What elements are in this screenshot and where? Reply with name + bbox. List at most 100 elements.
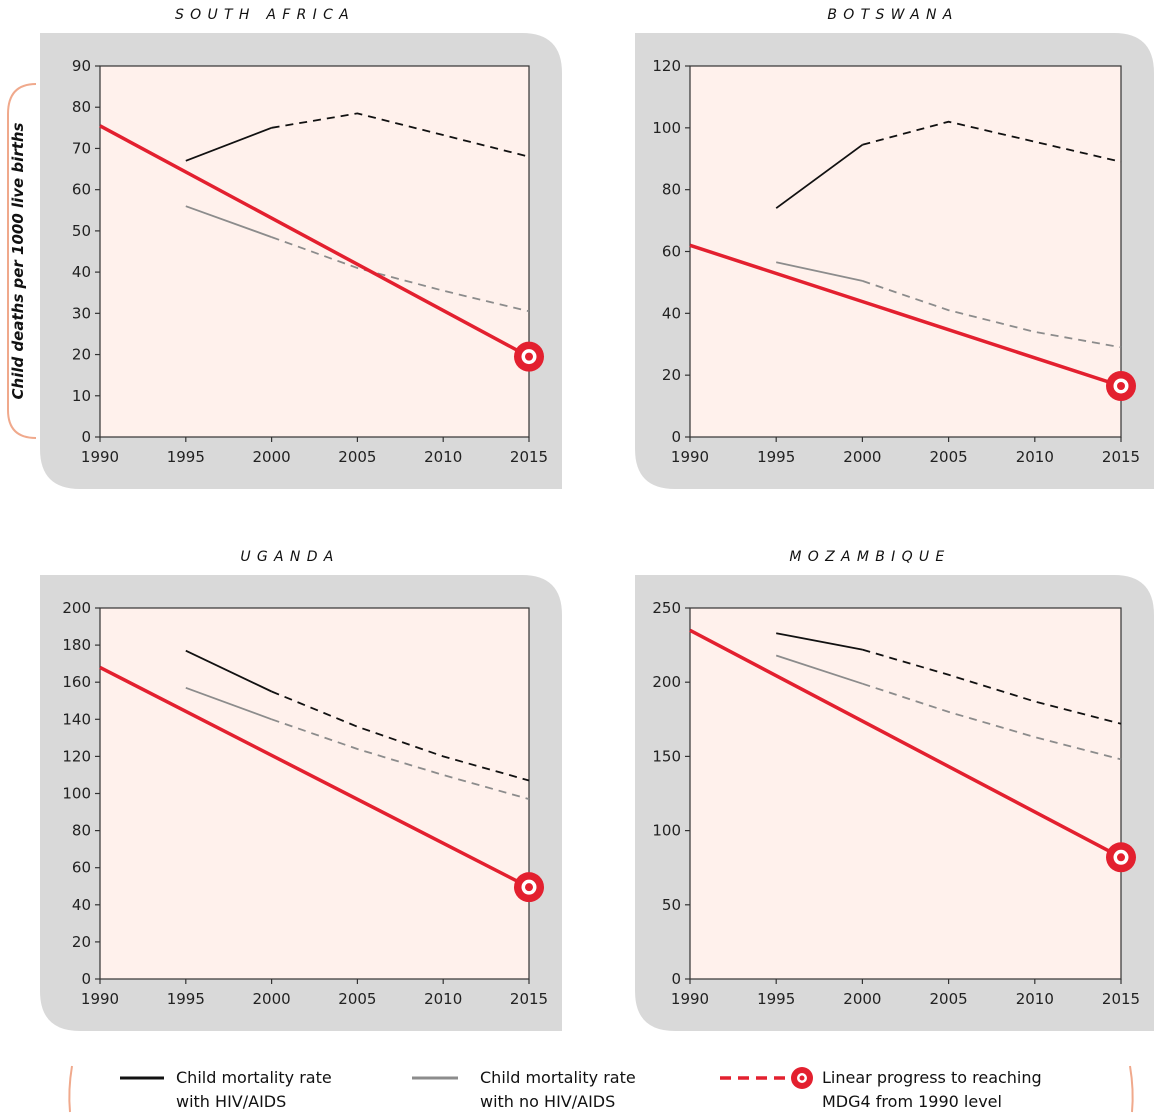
- legend-mdg-label-line1: Linear progress to reaching: [822, 1068, 1042, 1087]
- series-nohiv-line: [185, 205, 272, 238]
- y-tick-label: 60: [72, 859, 91, 877]
- x-tick-label: 2010: [424, 990, 462, 1008]
- y-tick-label: 0: [81, 428, 91, 446]
- y-tick-label: 0: [671, 970, 681, 988]
- target-marker-dot: [525, 352, 533, 361]
- x-tick-label: 2000: [253, 448, 291, 466]
- y-tick-label: 50: [662, 896, 681, 914]
- series-nohiv-line: [775, 654, 863, 685]
- series-mdg-line: [99, 124, 530, 359]
- chart-panel-1: BOTSWANA 0 20 40 60 80 100 120 1990 1995 2000 2005 2…: [635, 7, 1154, 489]
- y-axis-label-group: Child deaths per 1000 live births: [7, 83, 37, 439]
- plot-area: [99, 65, 530, 438]
- y-tick-label: 100: [652, 119, 681, 137]
- y-tick-label: 160: [62, 673, 91, 691]
- legend-bracket-left: [68, 1065, 73, 1113]
- chart-panel-0: SOUTH AFRICA 0 10 20 30 40 50 60 70 80 90 1990 1995 2…: [40, 7, 562, 489]
- legend: Child mortality rate with HIV/AIDS Child…: [68, 1065, 1134, 1113]
- series-nohiv-projection: [862, 682, 1122, 761]
- y-tick-label: 200: [652, 673, 681, 691]
- y-tick-label: 20: [662, 366, 681, 384]
- x-tick-label: 1995: [167, 990, 205, 1008]
- y-tick-label: 140: [62, 710, 91, 728]
- series-hiv-projection: [862, 120, 1122, 163]
- y-tick-label: 50: [72, 222, 91, 240]
- legend-bracket-right: [1129, 1065, 1134, 1113]
- y-tick-label: 0: [81, 970, 91, 988]
- x-tick-label: 2000: [253, 990, 291, 1008]
- panel-title: MOZAMBIQUE: [789, 549, 950, 565]
- chart-panel-3: MOZAMBIQUE 0 50 100 150 200 250 1990 1995 2000 200…: [635, 549, 1154, 1031]
- panel-title: UGANDA: [240, 549, 339, 565]
- y-tick-label: 150: [652, 747, 681, 765]
- legend-nohiv-label-line2: with no HIV/AIDS: [480, 1092, 615, 1111]
- legend-target-marker-dot: [799, 1075, 805, 1081]
- x-tick-label: 2005: [930, 990, 968, 1008]
- y-tick-label: 100: [652, 822, 681, 840]
- x-tick-label: 2010: [1016, 990, 1054, 1008]
- x-tick-label: 2015: [1102, 990, 1140, 1008]
- y-axis-label: Child deaths per 1000 live births: [9, 122, 27, 399]
- y-tick-label: 80: [662, 181, 681, 199]
- x-tick-label: 1990: [81, 990, 119, 1008]
- x-tick-label: 2005: [930, 448, 968, 466]
- series-nohiv-projection: [271, 718, 530, 800]
- y-tick-label: 20: [72, 346, 91, 364]
- y-tick-label: 30: [72, 304, 91, 322]
- legend-hiv-label-line2: with HIV/AIDS: [176, 1092, 286, 1111]
- x-tick-label: 1990: [671, 448, 709, 466]
- y-tick-label: 180: [62, 636, 91, 654]
- y-tick-label: 0: [671, 428, 681, 446]
- series-mdg-line: [99, 665, 530, 889]
- x-tick-label: 2010: [1016, 448, 1054, 466]
- x-tick-label: 1995: [757, 448, 795, 466]
- x-tick-label: 2005: [338, 448, 376, 466]
- series-hiv-line: [185, 126, 272, 162]
- y-tick-label: 200: [62, 599, 91, 617]
- panel-title: BOTSWANA: [827, 7, 958, 23]
- series-hiv-projection: [271, 112, 530, 158]
- x-tick-label: 2000: [843, 990, 881, 1008]
- y-tick-label: 120: [652, 57, 681, 75]
- y-tick-label: 120: [62, 747, 91, 765]
- y-tick-label: 20: [72, 933, 91, 951]
- series-mdg-line: [689, 628, 1122, 859]
- series-mdg-line: [689, 243, 1122, 388]
- series-hiv-projection: [862, 648, 1122, 725]
- plot-area: [689, 65, 1122, 438]
- y-tick-label: 60: [662, 243, 681, 261]
- y-tick-label: 100: [62, 785, 91, 803]
- panels: SOUTH AFRICA 0 10 20 30 40 50 60 70 80 90 1990 1995 2…: [40, 7, 1154, 1031]
- y-tick-label: 70: [72, 139, 91, 157]
- legend-mdg-label-line2: MDG4 from 1990 level: [822, 1092, 1002, 1111]
- y-tick-label: 40: [72, 896, 91, 914]
- target-marker-dot: [525, 883, 533, 892]
- x-tick-label: 2015: [510, 448, 548, 466]
- x-tick-label: 1995: [167, 448, 205, 466]
- x-tick-label: 2015: [1102, 448, 1140, 466]
- x-tick-label: 1990: [671, 990, 709, 1008]
- y-tick-label: 250: [652, 599, 681, 617]
- legend-hiv-label-line1: Child mortality rate: [176, 1068, 332, 1087]
- series-nohiv-projection: [862, 280, 1122, 349]
- x-tick-label: 1995: [757, 990, 795, 1008]
- y-label-bracket: [7, 83, 37, 439]
- y-tick-label: 80: [72, 822, 91, 840]
- series-nohiv-projection: [271, 236, 530, 313]
- panel-title: SOUTH AFRICA: [175, 7, 355, 23]
- y-tick-label: 60: [72, 181, 91, 199]
- series-nohiv-line: [185, 686, 272, 721]
- plot-area: [99, 607, 530, 980]
- y-tick-label: 40: [72, 263, 91, 281]
- x-tick-label: 2000: [843, 448, 881, 466]
- y-tick-label: 90: [72, 57, 91, 75]
- series-nohiv-line: [776, 261, 863, 282]
- series-hiv-line: [776, 632, 863, 651]
- x-tick-label: 2010: [424, 448, 462, 466]
- target-marker-dot: [1117, 853, 1125, 862]
- legend-nohiv-label-line1: Child mortality rate: [480, 1068, 636, 1087]
- x-tick-label: 2005: [338, 990, 376, 1008]
- y-tick-label: 40: [662, 304, 681, 322]
- y-tick-label: 10: [72, 387, 91, 405]
